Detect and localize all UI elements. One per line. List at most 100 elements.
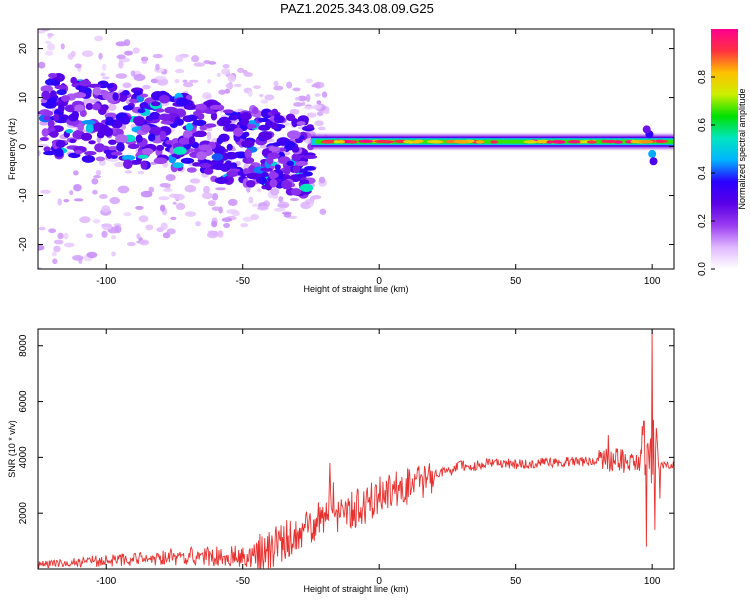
spectrogram-blob — [140, 124, 151, 133]
spectrogram-speckle — [297, 95, 308, 102]
spectrogram-speckle — [127, 241, 136, 247]
spectrogram-xtick-label: 100 — [644, 276, 661, 287]
spectrogram-speckle — [289, 197, 299, 202]
spectrogram-blob — [103, 127, 114, 137]
spectrogram-speckle — [217, 230, 224, 238]
spectrogram-speckle — [225, 82, 234, 89]
spectrogram-blob — [178, 137, 191, 145]
carrier-peak — [567, 140, 582, 144]
spectrogram-speckle — [101, 223, 113, 231]
spectrogram-blob — [164, 106, 178, 114]
spectrogram-speckle — [321, 91, 328, 98]
spectrogram-speckle — [257, 188, 262, 193]
spectrogram-blob — [60, 95, 71, 102]
spectrogram-speckle — [38, 61, 46, 69]
spectrogram-blob — [234, 151, 248, 159]
spectrogram-blob — [48, 73, 58, 78]
spectrogram-speckle — [101, 205, 111, 213]
spectrogram-speckle — [115, 225, 122, 234]
spectrogram-blob — [198, 103, 207, 111]
spectrogram-blob — [158, 113, 172, 121]
spectrogram-speckle — [293, 102, 303, 107]
spectrogram-speckle — [191, 55, 200, 63]
spectrogram-speckle — [207, 231, 219, 239]
spectrogram-blob — [41, 128, 49, 137]
spectrogram-blob — [65, 128, 74, 134]
spectrogram-speckle — [220, 68, 231, 75]
spectrogram-blob — [185, 123, 194, 132]
snr-y-label: SNR (10 * v/v) — [7, 420, 17, 478]
spectrogram-speckle — [138, 215, 149, 223]
spectrogram-ytick-label: -10 — [18, 188, 29, 203]
snr-xtick-label: 0 — [376, 576, 382, 587]
spectrogram-speckle — [107, 103, 117, 111]
spectrogram-blob — [40, 85, 53, 93]
spectrogram-speckle — [57, 232, 64, 240]
spectrogram-blob — [192, 119, 207, 126]
spectrogram-speckle — [101, 230, 108, 238]
spectrogram-speckle — [211, 220, 218, 228]
snr-x-label: Height of straight line (km) — [303, 584, 408, 594]
snr-x-axis: -100 -50 0 50 100 — [96, 329, 661, 587]
colorbar-tick-label: 0.4 — [697, 166, 708, 180]
spectrogram-blob — [122, 90, 130, 96]
spectrogram-blob — [95, 156, 106, 162]
spectrogram-speckle — [162, 188, 173, 193]
spectrogram-speckle — [93, 175, 101, 179]
spectrogram-blob — [211, 146, 225, 153]
spectrogram-blob — [245, 180, 256, 188]
spectrogram-blob — [85, 102, 94, 111]
spectrogram-speckle — [137, 170, 145, 175]
spectrogram-speckle — [141, 60, 148, 64]
snr-plot-area — [38, 329, 674, 569]
spectrogram-speckle — [130, 70, 136, 77]
spectrogram-blob — [258, 131, 273, 141]
snr-ytick-label: 4000 — [18, 446, 29, 469]
spectrogram-speckle — [314, 93, 321, 97]
spectrogram-speckle — [116, 54, 126, 60]
spectrogram-blob — [306, 124, 314, 129]
spectrogram-speckle — [211, 193, 219, 201]
spectrogram-blob — [43, 146, 51, 152]
spectrogram-speckle — [243, 163, 250, 170]
spectrogram-speckle — [308, 202, 314, 207]
spectrogram-blob — [186, 167, 197, 173]
spectrogram-blob — [129, 159, 142, 165]
spectrogram-blob — [224, 151, 239, 160]
spectrogram-speckle — [215, 187, 226, 191]
spectrogram-speckle — [159, 204, 166, 212]
spectrogram-speckle — [165, 174, 176, 181]
spectrogram-speckle — [117, 185, 130, 194]
spectrogram-speckle — [300, 201, 312, 210]
spectrogram-speckle — [223, 222, 231, 229]
spectrogram-blob — [121, 154, 136, 161]
spectrogram-blob — [99, 145, 110, 151]
carrier-peak — [358, 139, 374, 143]
spectrogram-speckle — [38, 244, 45, 251]
carrier-peak — [320, 140, 335, 144]
spectrogram-blob — [43, 110, 54, 117]
spectrogram-blob — [159, 130, 167, 141]
spectrogram-speckle — [38, 226, 46, 231]
spectrogram-speckle — [184, 184, 197, 193]
spectrogram-blob — [74, 149, 83, 155]
spectrogram-blob — [642, 125, 651, 134]
spectrogram-blob — [47, 119, 55, 129]
spectrogram-blob — [257, 117, 270, 123]
spectrogram-speckle — [63, 242, 75, 248]
spectrogram-speckle — [233, 83, 242, 87]
spectrogram-blob — [274, 164, 281, 170]
spectrogram-speckle — [132, 47, 140, 54]
spectrogram-blob — [268, 171, 279, 179]
spectrogram-speckle — [172, 201, 177, 205]
spectrogram-blob — [72, 92, 87, 99]
spectrogram-blob — [145, 115, 154, 121]
spectrogram-blob — [41, 90, 51, 101]
spectrogram-ytick-label: 0 — [18, 143, 29, 149]
carrier-peak — [604, 139, 618, 144]
spectrogram-xtick-label: 50 — [510, 276, 522, 287]
spectrogram-blob — [139, 93, 149, 98]
spectrogram-speckle — [227, 74, 237, 83]
carrier-peak — [546, 140, 553, 144]
